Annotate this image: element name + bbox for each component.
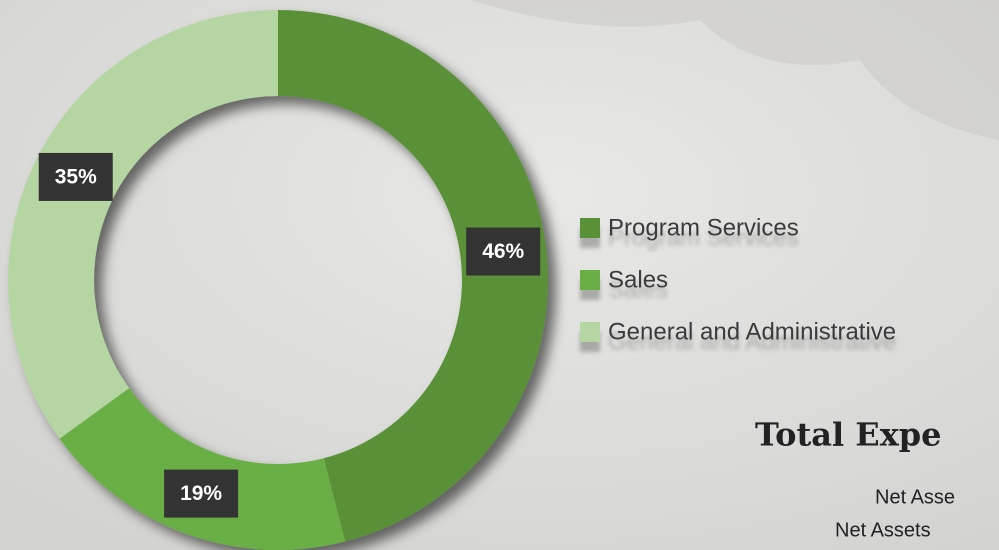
legend-label: Sales <box>608 266 668 293</box>
data-label: 35% <box>55 165 97 188</box>
data-label-box <box>466 227 541 276</box>
donut-segment <box>59 388 346 550</box>
heading: Total Expe <box>755 416 942 454</box>
text-line: Net Assets <box>835 519 931 541</box>
foreground: 46% 19% 35% Program Services Sales General an… <box>38 152 896 518</box>
legend-swatch <box>580 322 600 342</box>
data-label-box <box>164 469 239 518</box>
legend-swatch <box>580 218 600 238</box>
donut <box>8 10 549 550</box>
data-label: 46% <box>482 240 524 263</box>
legend-swatch <box>580 270 600 290</box>
text-line: Net Asse <box>875 486 955 508</box>
data-label: 19% <box>180 482 222 505</box>
data-label-box <box>38 152 113 201</box>
donut-segment <box>8 10 278 439</box>
background-photo <box>470 0 999 140</box>
legend-item: General and Administrative <box>580 318 896 345</box>
legend-item: Sales <box>580 266 668 293</box>
legend-label: Program Services <box>608 214 799 241</box>
donut-segment <box>278 10 549 542</box>
legend-item: Program Services <box>580 214 799 241</box>
legend-label: General and Administrative <box>608 318 896 345</box>
